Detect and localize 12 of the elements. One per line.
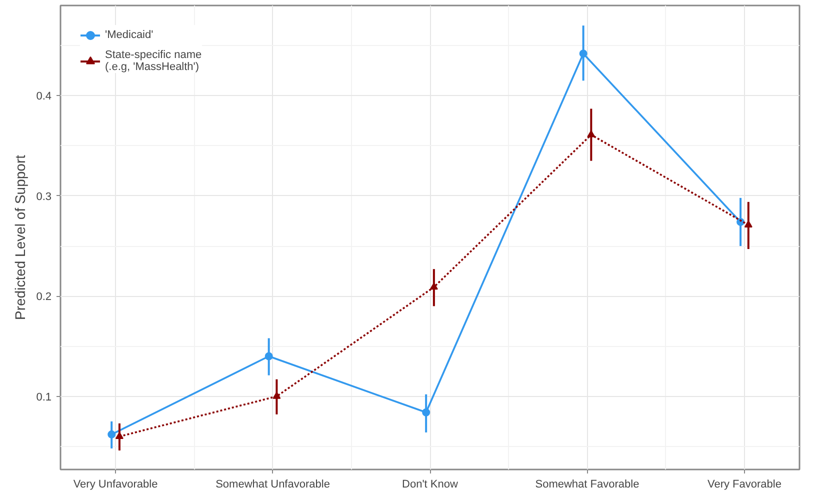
y-tick-label: 0.1 — [36, 391, 52, 404]
x-tick-label: Don't Know — [402, 478, 458, 490]
y-tick-label: 0.3 — [36, 190, 52, 203]
x-tick-label: Somewhat Favorable — [535, 478, 640, 490]
y-axis-title: Predicted Level of Support — [12, 154, 28, 320]
y-tick-label: 0.2 — [36, 291, 52, 304]
legend-label: 'Medicaid' — [105, 29, 154, 41]
x-tick-label: Somewhat Unfavorable — [216, 478, 330, 490]
x-tick-label: Very Favorable — [707, 478, 782, 490]
legend-label: State-specific name (.e.g, 'MassHealth') — [105, 49, 202, 73]
x-tick-label: Very Unfavorable — [73, 478, 158, 490]
y-tick-label: 0.4 — [36, 90, 52, 103]
